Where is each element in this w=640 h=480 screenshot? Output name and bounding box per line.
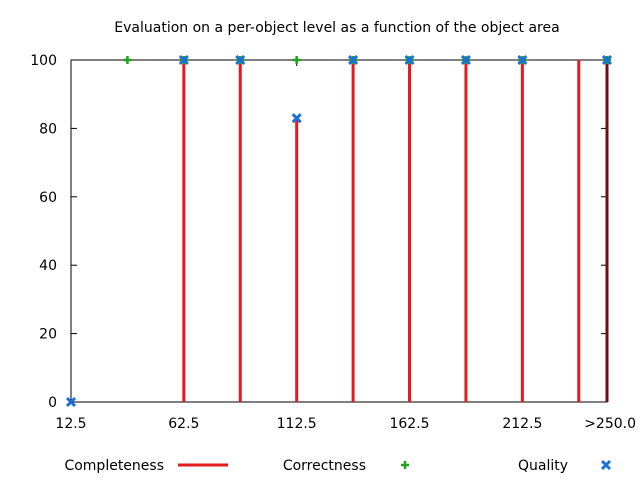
quality-point xyxy=(404,54,415,66)
quality-point xyxy=(178,54,189,66)
quality-point xyxy=(460,54,472,66)
y-tick-label: 20 xyxy=(39,327,57,343)
correctness-point xyxy=(292,56,301,64)
y-axis: 0 20 40 60 80 100 xyxy=(30,53,607,411)
y-tick-label: 80 xyxy=(39,121,57,137)
x-tick-label: 112.5 xyxy=(277,416,317,432)
x-tick-label: 12.5 xyxy=(55,416,86,432)
chart-title: Evaluation on a per-object level as a fu… xyxy=(114,20,559,36)
x-tick-label: 212.5 xyxy=(502,416,542,432)
y-tick-label: 40 xyxy=(39,258,57,274)
quality-point xyxy=(65,396,77,408)
quality-point xyxy=(517,54,528,66)
legend-x-swatch xyxy=(600,459,612,471)
y-tick-label: 100 xyxy=(30,53,57,69)
quality-point xyxy=(291,113,302,124)
x-tick-label: 162.5 xyxy=(389,416,429,432)
series-layer xyxy=(65,54,613,408)
quality-point xyxy=(348,54,359,66)
quality-point xyxy=(601,54,613,66)
plot-frame xyxy=(70,59,608,403)
legend-label: Correctness xyxy=(283,458,366,474)
correctness-point xyxy=(123,56,132,64)
legend-plus-swatch xyxy=(401,461,409,469)
legend-entry: Completeness xyxy=(64,458,228,474)
quality-point xyxy=(235,54,246,66)
x-axis: 12.5 62.5 112.5 162.5 212.5 >250.0 xyxy=(55,60,636,432)
x-tick-label: 62.5 xyxy=(168,416,199,432)
legend-label: Completeness xyxy=(64,458,164,474)
y-tick-label: 0 xyxy=(48,395,57,411)
legend-entry: Quality xyxy=(518,458,612,474)
y-tick-label: 60 xyxy=(39,190,57,206)
x-tick-label: >250.0 xyxy=(584,416,636,432)
legend: Completeness Correctness Quality xyxy=(64,458,612,474)
legend-label: Quality xyxy=(518,458,568,474)
legend-entry: Correctness xyxy=(283,458,409,474)
